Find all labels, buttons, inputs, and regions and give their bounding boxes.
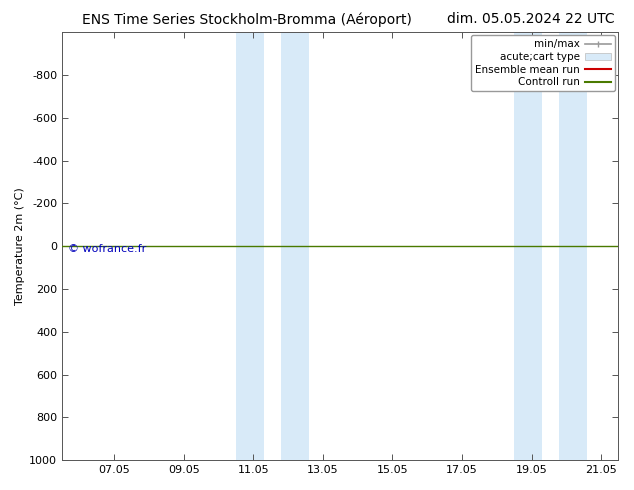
Bar (559, 32, 587, 460)
Text: ENS Time Series Stockholm-Bromma (Aéroport): ENS Time Series Stockholm-Bromma (Aéropo… (82, 12, 412, 27)
Legend: min/max, acute;cart type, Ensemble mean run, Controll run: min/max, acute;cart type, Ensemble mean … (471, 35, 616, 92)
Bar (514, 32, 542, 460)
Text: © wofrance.fr: © wofrance.fr (68, 244, 146, 254)
Bar (236, 32, 264, 460)
Bar (281, 32, 309, 460)
Y-axis label: Temperature 2m (°C): Temperature 2m (°C) (15, 187, 25, 305)
Text: dim. 05.05.2024 22 UTC: dim. 05.05.2024 22 UTC (448, 12, 615, 26)
